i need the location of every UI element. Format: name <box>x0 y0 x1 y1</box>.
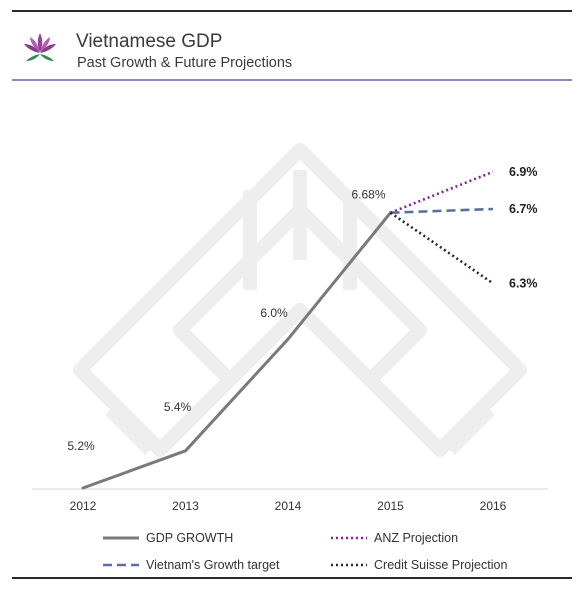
x-tick-label: 2016 <box>480 499 507 513</box>
legend-label: ANZ Projection <box>374 531 458 545</box>
legend-label: Credit Suisse Projection <box>374 558 507 572</box>
series-line-gdp-growth <box>81 211 392 490</box>
data-label: 5.2% <box>67 439 95 453</box>
legend-label: GDP GROWTH <box>146 531 233 545</box>
data-label: 5.4% <box>164 400 192 414</box>
data-label: 6.0% <box>260 306 288 320</box>
page-subtitle: Past Growth & Future Projections <box>77 55 293 71</box>
end-label: 6.3% <box>509 276 538 290</box>
x-tick-label: 2014 <box>275 499 302 513</box>
bottom-rule <box>12 577 572 579</box>
lotus-flower-icon <box>24 33 56 61</box>
x-tick-label: 2013 <box>172 499 199 513</box>
end-label: 6.9% <box>509 165 538 179</box>
series-line-vietnam-s-growth-target <box>390 207 494 215</box>
legend-label: Vietnam's Growth target <box>146 558 280 572</box>
series-line-anz-projection <box>390 170 494 214</box>
x-tick-label: 2015 <box>377 499 404 513</box>
end-label: 6.7% <box>509 202 538 216</box>
series-line-credit-suisse-projection <box>389 211 494 285</box>
top-rule <box>12 10 572 12</box>
x-tick-label: 2012 <box>70 499 97 513</box>
header-rule <box>12 79 572 81</box>
data-label: 6.68% <box>351 188 385 202</box>
page-title: Vietnamese GDP <box>76 31 223 52</box>
